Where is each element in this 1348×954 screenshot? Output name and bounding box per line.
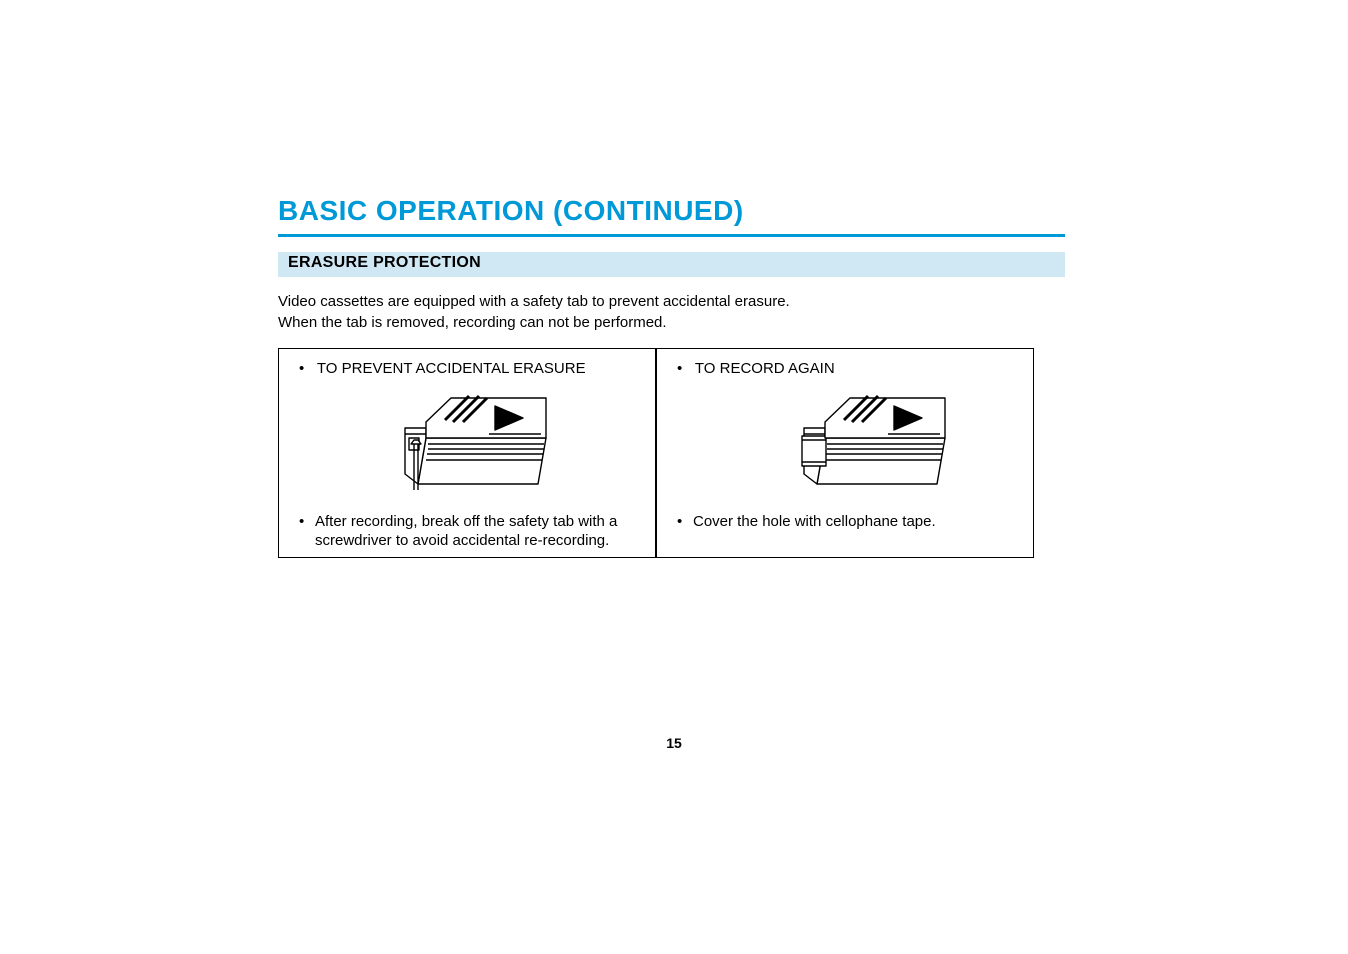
left-heading-row: • TO PREVENT ACCIDENTAL ERASURE [299, 360, 586, 377]
bullet-icon: • [299, 360, 313, 377]
panel-prevent-erasure: • TO PREVENT ACCIDENTAL ERASURE [278, 348, 656, 558]
right-heading: TO RECORD AGAIN [695, 360, 835, 377]
cassette-prevent-icon [391, 380, 551, 490]
intro-line-2: When the tab is removed, recording can n… [278, 314, 667, 331]
cassette-record-again-icon [790, 380, 950, 490]
right-heading-row: • TO RECORD AGAIN [677, 360, 835, 377]
page: BASIC OPERATION (CONTINUED) ERASURE PROT… [0, 0, 1348, 954]
panel-record-again: • TO RECORD AGAIN [656, 348, 1034, 558]
section-title: ERASURE PROTECTION [288, 254, 481, 272]
bullet-icon: • [677, 513, 682, 532]
bullet-icon: • [299, 513, 304, 532]
intro-line-1: Video cassettes are equipped with a safe… [278, 293, 790, 310]
bullet-icon: • [677, 360, 691, 377]
page-number: 15 [0, 735, 1348, 751]
right-caption: Cover the hole with cellophane tape. [693, 513, 1017, 532]
title-rule [278, 234, 1065, 237]
left-caption: After recording, break off the safety ta… [315, 513, 639, 551]
main-title: BASIC OPERATION (CONTINUED) [278, 195, 744, 227]
left-heading: TO PREVENT ACCIDENTAL ERASURE [317, 360, 586, 377]
right-caption-row: • Cover the hole with cellophane tape. [677, 513, 1017, 532]
left-caption-row: • After recording, break off the safety … [299, 513, 639, 551]
